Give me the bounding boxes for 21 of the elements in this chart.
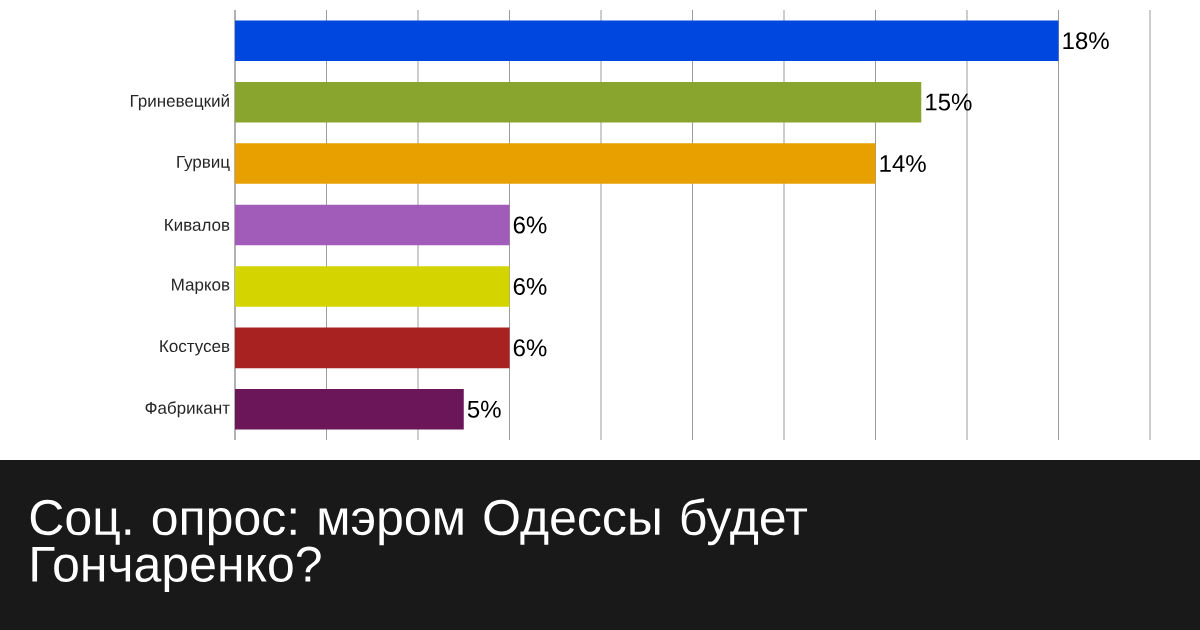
data-label: 15% <box>926 93 972 111</box>
y-tick-label: Фабрикант <box>145 401 230 418</box>
y-tick-label: Марков <box>172 278 230 295</box>
data-label: 6% <box>513 339 547 357</box>
data-label: 18% <box>1063 32 1109 50</box>
bar <box>235 204 510 246</box>
data-label: 5% <box>467 400 501 418</box>
data-label: 6% <box>513 216 547 234</box>
y-tick-label: Костусев <box>160 340 230 356</box>
y-tick-label: Гурвиц <box>177 155 230 172</box>
bar <box>235 20 1059 61</box>
data-label: 6% <box>513 277 547 295</box>
y-tick-label: Гриневецкий <box>130 94 229 111</box>
bar <box>235 143 876 184</box>
text: Соц. опрос: мэром Одессы будет Гончаренко? <box>30 498 808 592</box>
bar <box>235 81 922 123</box>
bar <box>235 327 510 369</box>
y-tick-label: Кивалов <box>165 219 230 231</box>
data-label: 14% <box>880 155 926 172</box>
bar <box>235 389 464 430</box>
bar <box>235 266 510 307</box>
